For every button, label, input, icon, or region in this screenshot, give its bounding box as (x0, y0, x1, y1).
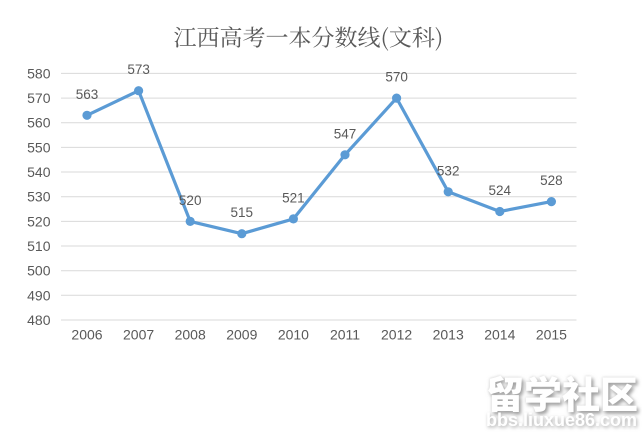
svg-text:570: 570 (385, 70, 408, 85)
svg-text:570: 570 (27, 90, 51, 106)
svg-text:530: 530 (27, 189, 51, 205)
svg-text:563: 563 (76, 87, 99, 102)
svg-text:521: 521 (282, 190, 305, 205)
svg-text:540: 540 (27, 164, 51, 180)
svg-text:500: 500 (27, 263, 51, 279)
svg-text:560: 560 (27, 115, 51, 131)
svg-text:bbs.liuxue86.com: bbs.liuxue86.com (486, 410, 637, 430)
svg-text:2013: 2013 (433, 327, 464, 343)
svg-text:480: 480 (27, 312, 51, 328)
svg-text:2006: 2006 (71, 327, 102, 343)
svg-text:2010: 2010 (278, 327, 309, 343)
svg-text:573: 573 (127, 62, 150, 77)
svg-text:2007: 2007 (123, 327, 154, 343)
svg-text:2011: 2011 (330, 327, 360, 343)
svg-text:2008: 2008 (175, 327, 206, 343)
svg-text:2009: 2009 (226, 327, 257, 343)
svg-text:580: 580 (27, 65, 51, 81)
svg-text:528: 528 (540, 173, 563, 188)
svg-text:520: 520 (179, 193, 202, 208)
svg-text:2012: 2012 (381, 327, 412, 343)
svg-text:510: 510 (27, 238, 51, 254)
svg-text:547: 547 (334, 126, 357, 141)
svg-text:2014: 2014 (484, 327, 515, 343)
svg-text:490: 490 (27, 287, 51, 303)
svg-text:524: 524 (489, 183, 512, 198)
svg-text:515: 515 (231, 205, 254, 220)
svg-text:520: 520 (27, 213, 51, 229)
svg-text:532: 532 (437, 163, 460, 178)
svg-text:2015: 2015 (536, 327, 567, 343)
svg-text:550: 550 (27, 139, 51, 155)
